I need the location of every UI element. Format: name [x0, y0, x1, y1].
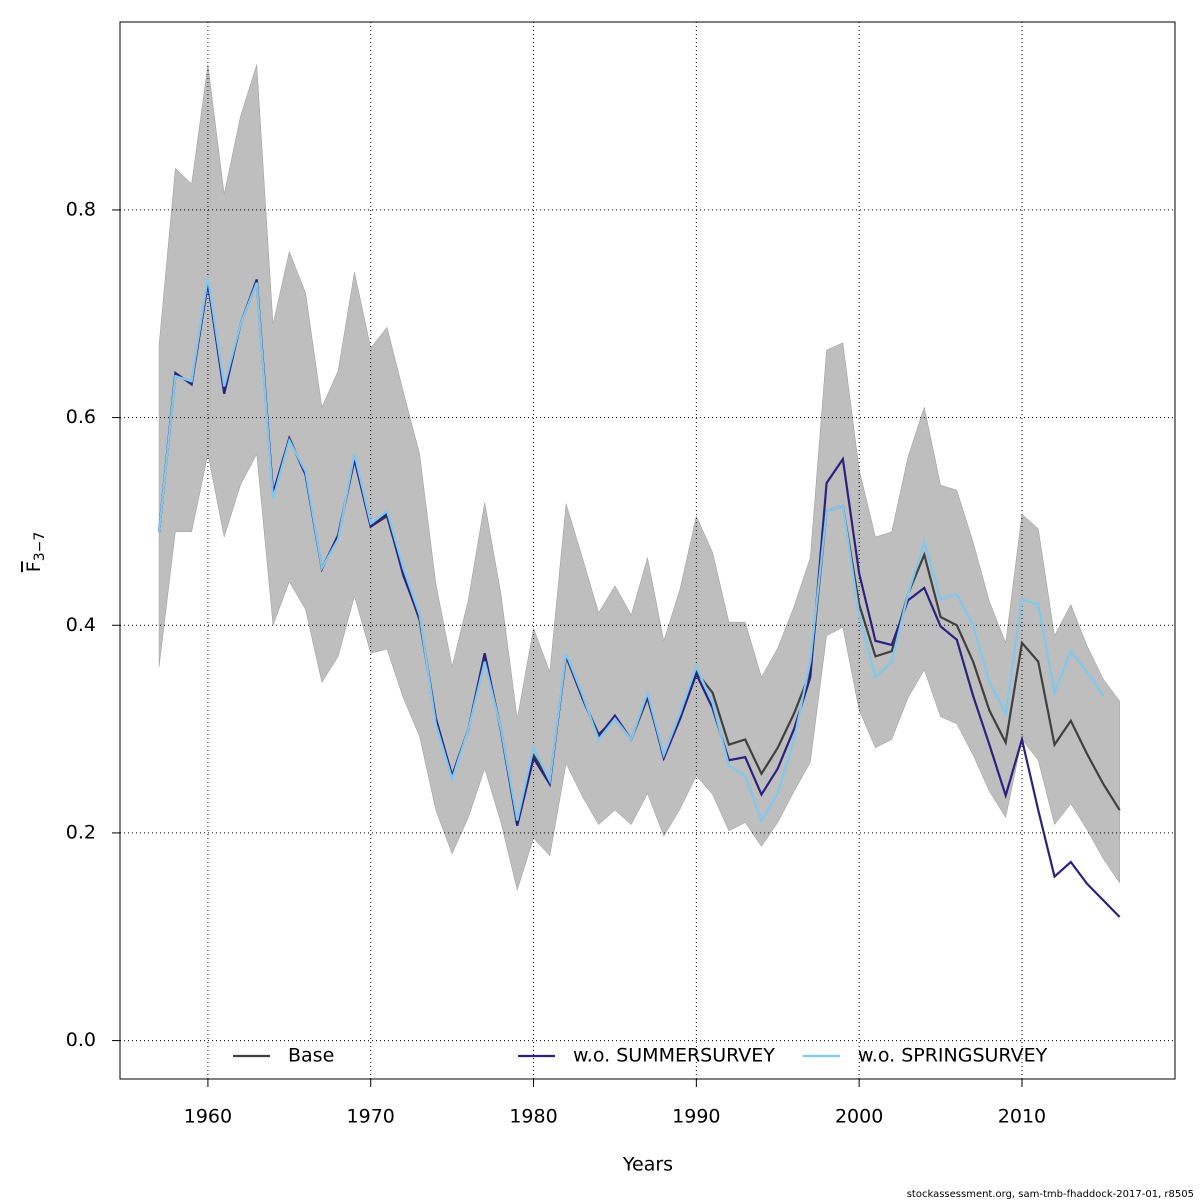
- y-tick-label: 0.6: [66, 406, 96, 428]
- y-tick-label: 0.4: [66, 614, 96, 636]
- x-tick-label: 1970: [347, 1106, 395, 1128]
- confidence-band: [158, 64, 1120, 891]
- x-tick-label: 2000: [835, 1106, 883, 1128]
- x-axis-label: Years: [622, 1154, 673, 1176]
- plot-frame: [119, 21, 1176, 1080]
- y-tick-label: 0.0: [66, 1029, 96, 1051]
- legend-label: w.o. SPRINGSURVEY: [858, 1045, 1048, 1067]
- series-line: [157, 277, 1105, 823]
- y-tick-label: 0.2: [66, 821, 96, 843]
- y-tick-label: 0.8: [66, 198, 96, 220]
- legend-label: Base: [288, 1045, 334, 1067]
- y-axis-label-subscript: 3−7: [32, 532, 48, 562]
- x-tick-label: 2010: [998, 1106, 1046, 1128]
- x-tick-label: 1990: [672, 1106, 720, 1128]
- x-tick-label: 1960: [184, 1106, 232, 1128]
- y-axis-label: F3−7: [23, 532, 49, 572]
- footer: stockassessment.org, sam-tmb-fhaddock-20…: [907, 1189, 1194, 1200]
- x-tick-label: 1980: [509, 1106, 557, 1128]
- y-axis-label-base: F: [23, 561, 45, 572]
- legend-label: w.o. SUMMERSURVEY: [573, 1045, 775, 1067]
